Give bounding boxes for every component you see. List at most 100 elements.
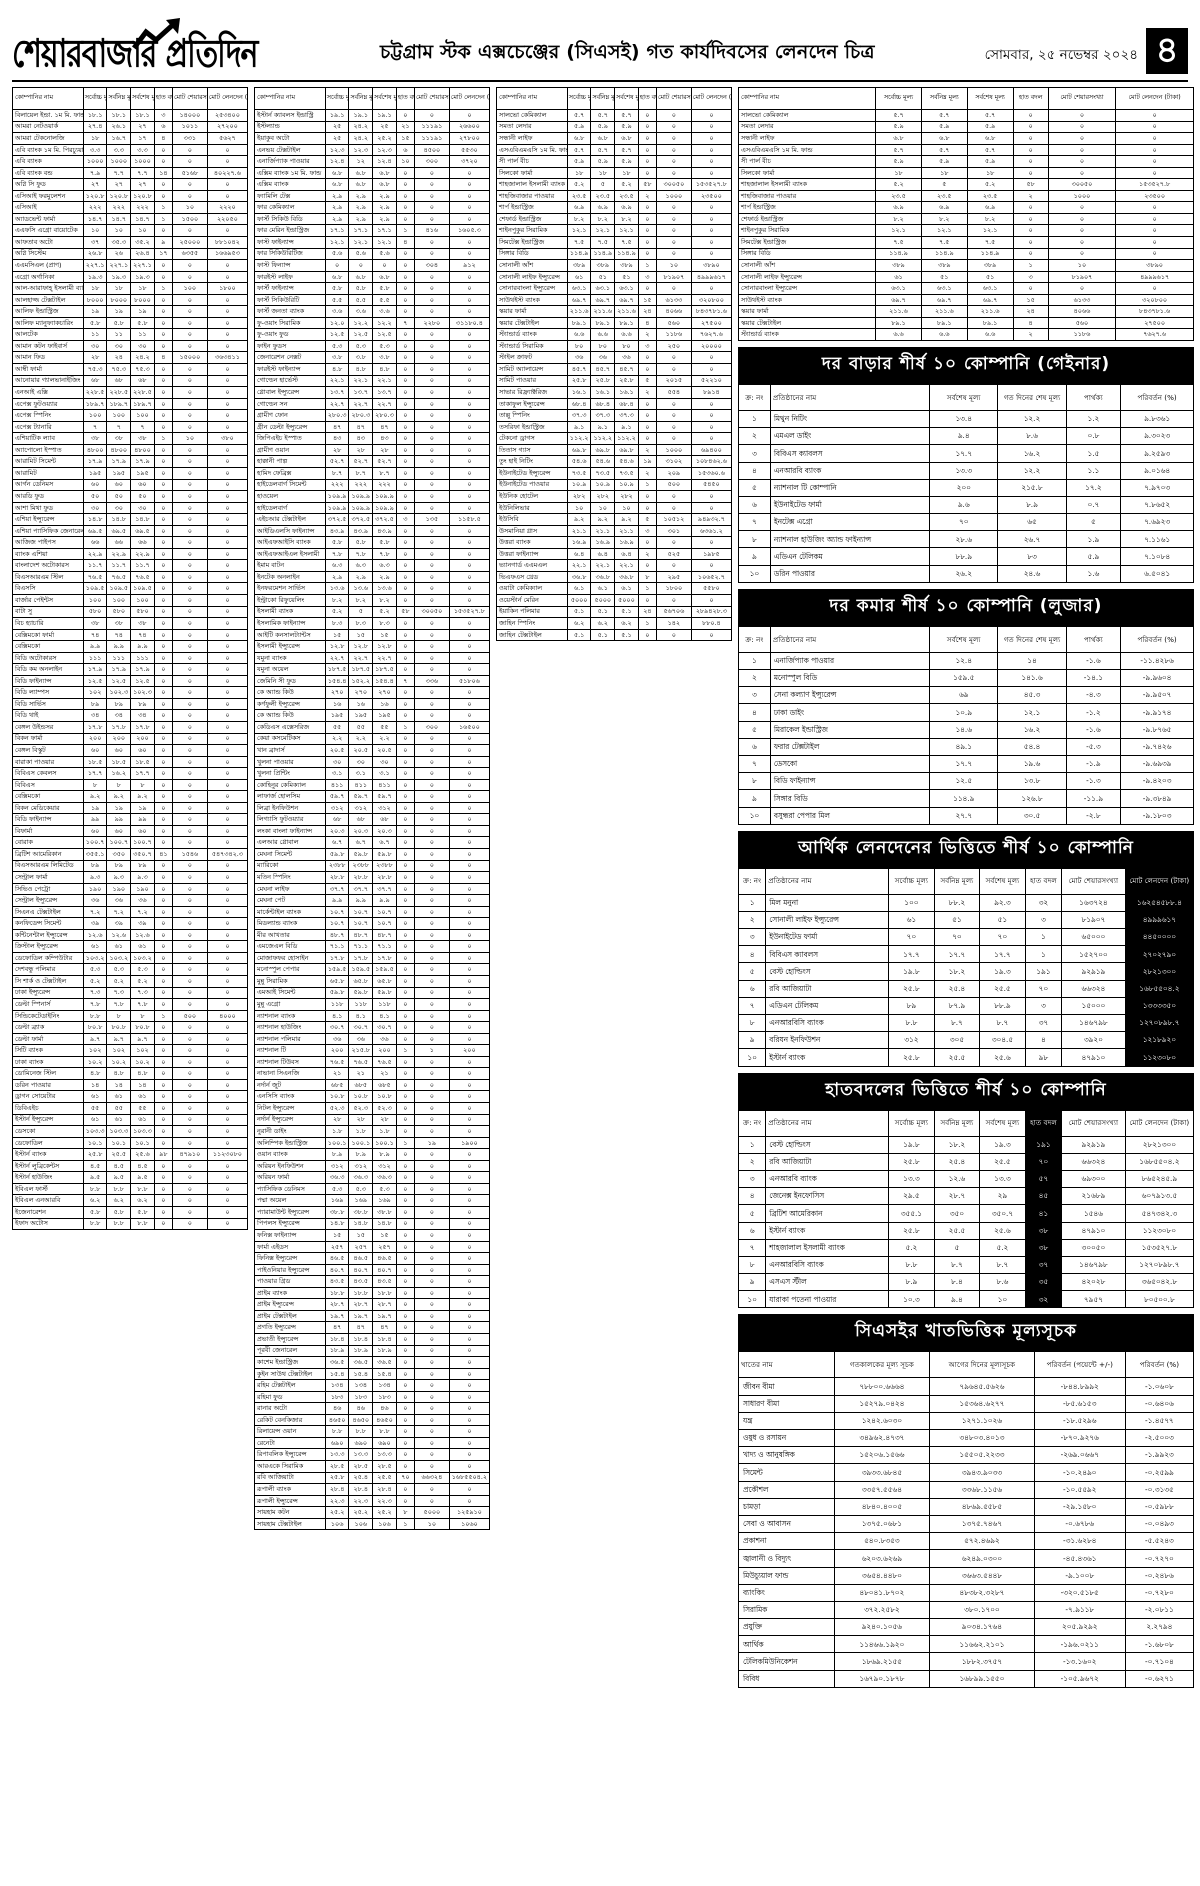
table-cell: ৪.৫ (130, 1159, 155, 1173)
table-cell: ৯.১ (566, 420, 592, 434)
table-cell: ০ (206, 813, 249, 826)
table-cell: ৮০ (590, 339, 616, 353)
table-cell: এএফসি এগ্রো বায়োটেক (12, 224, 84, 237)
table-cell: ৪২০২৮ (1061, 1273, 1126, 1292)
table-cell: ০ (413, 466, 450, 480)
table-row: ইউনাইটেড ইন্স্যুরেন্স ৭৩.৫ ৭৩.৫ ৭৩.৫ ২ ২০৯ ১৫৩… (496, 466, 733, 480)
table-row: ডেল্টা স্পিনার্স ৭.৮ ৭.৮ ৭.৮ ০ ০ ০ (12, 998, 249, 1011)
table-row: সায়হাম টেক্সটাইল ১০৬ ১০৬ ১০৬ ১ ১০ ১০৬০ (254, 1517, 491, 1531)
table-cell: ০ (448, 1159, 491, 1173)
table-row: ইউনিক হোটেল ২৮২ ২৮২ ২৮২ ০ ০ ০ (496, 490, 733, 503)
table-cell: ০ (153, 536, 173, 549)
table-cell: ৬.৮ (348, 178, 374, 191)
table-cell: ৮.৯ (348, 1148, 374, 1161)
table-cell: ০ (395, 478, 415, 492)
table-cell: ৪০৬৬ (1047, 305, 1117, 318)
table-cell: ২২.৭ (324, 651, 350, 665)
table-row: ফাইন ফুডস ৫.৩ ৫.৩ ৫.৩ ০ ০ ০ (254, 339, 491, 353)
table-cell: ৭১.১ (372, 940, 397, 953)
table-cell: ০ (448, 1436, 491, 1450)
table-cell: ০ (171, 686, 208, 699)
table-cell: ৪৩.৯ (372, 524, 397, 538)
table-cell: ১৮ (106, 282, 132, 295)
table-cell: ৩.৮ (348, 351, 374, 365)
table-cell: ৫.১ (566, 628, 592, 642)
table-row: সিভিও পেট্রো ১৯০ ১৯০ ১৯০ ০ ০ ০ (12, 882, 249, 896)
table-cell: ৬ (737, 979, 767, 998)
table-cell: ৯ (153, 236, 173, 249)
table-cell: আলিফ ম্যানুফ্যাকচারিং (12, 316, 84, 330)
table-cell: ৪.৫ (82, 1159, 108, 1173)
table-cell: ৩৪৯৬২.৪৭৩৭ (833, 1428, 931, 1448)
table-cell: ১২.৫ (130, 674, 155, 688)
table-row: উসমানিয়া গ্লাস ২১.১ ২১.১ ২১.১ ৩ ৩০১ ৬৩৬১.২ (496, 524, 733, 538)
table-cell: ৩.৩ (130, 143, 155, 157)
table-cell: ৭৪ (130, 628, 155, 642)
column-c: কোম্পানির নামসর্বোচ্চ মূল্যসর্বনিম্ন মূল… (496, 87, 733, 642)
table-cell: ০ (637, 351, 657, 365)
table-cell: ৫৯.৮ (324, 848, 350, 861)
table-cell: মোজাফফর হোসাইন (254, 951, 326, 965)
table-row: শার্প ইন্ডাস্ট্রিজ ৬.৯ ৬.৯ ৬.৯ ০ ০ ০ (496, 201, 733, 214)
table-cell: ০ (413, 1217, 450, 1231)
table-cell: এনআই এক্সি (12, 386, 84, 399)
table-cell: ১৫২৭৯.০৪২৪ (833, 1394, 931, 1413)
table-cell: ৫.৭ (566, 109, 592, 122)
table-cell: ৬৯৩০০ (1061, 1169, 1126, 1189)
table-cell: উসমানিয়া গ্লাস (496, 524, 568, 538)
table-cell: ০ (171, 270, 208, 284)
table-cell: ৪৯.১ (929, 737, 999, 756)
table-cell: ১৪.৮ (82, 513, 108, 526)
table-cell: ২৮২ (566, 490, 592, 503)
table-cell: ০ (413, 836, 450, 849)
table-cell: ৭৪ (82, 628, 108, 642)
table-row: রহিম টেক্সটাইল ১৩৪ ১৩৪ ১৩৪ ০ ০ ০ (254, 1379, 491, 1392)
table-row: ৮ এনআরবিসি ব্যাংক ৮.৮ ৮.৭ ৮.৭ ৩৭ ১৪৬৭৯৮ ১২৭০৮৯৮… (737, 1255, 1195, 1275)
table-cell: ৬০ (130, 824, 155, 838)
table-row: এশিয়া প্যাসিফিক জেনারেল ৬৯.৫ ৬৯.৫ ৬৯.৫ ০ ০ ০ (12, 524, 249, 538)
table-cell: ২৬.৪ (130, 247, 155, 261)
table-cell: ০ (413, 744, 450, 757)
table-cell: ৭৫.৩ (130, 363, 155, 376)
table-cell: ১১.৭ (130, 559, 155, 572)
table-cell: ৩.৩ (82, 143, 108, 157)
column-header: মোট লেনদেন (টাকা) (690, 87, 733, 110)
table-cell: ০ (448, 547, 491, 561)
table-cell: ০ (206, 721, 249, 734)
column-header: হাত বদল (637, 87, 657, 110)
table-row: মিউচ্যুয়াল ফান্ড ৩৬৫৪.৪৪৮০ ৩৬৬৩.৫৪৪৮ -৯.১০… (738, 1566, 1195, 1585)
table-cell: ৩০ (130, 339, 155, 353)
table-cell: ৩ (738, 686, 771, 705)
table-cell: ৮০০০ (106, 293, 132, 307)
table-row: এসিআই ফরমুলেশন ১২০.৮ ১২০.৮ ১২০.৮ ০ ০ ০ (12, 189, 249, 203)
table-cell: ১৬২৫৪৫৮৮.৪ (1124, 893, 1195, 912)
table-cell: ২১৫.৮ (348, 1044, 374, 1057)
table-row: রেনেটা ৬৯০ ৬৯০ ৬৯০ ০ ০ ০ (254, 1436, 491, 1450)
table-cell: ০ (448, 1494, 491, 1508)
table-cell: ৮৯ (888, 996, 935, 1016)
column-header: সর্বোচ্চ মূল্য (566, 87, 592, 110)
table-row: মুন্নু এগ্রো ১১৮ ১১৮ ১১৮ ০ ০ ০ (254, 998, 491, 1011)
table-cell: ২৩৫০০ (690, 189, 733, 203)
table-cell: ৯০৩৪.১৭৬৪ (929, 1618, 1035, 1637)
table-cell: ০ (448, 951, 491, 965)
table-cell: ০ (395, 1344, 415, 1358)
table-cell: ০ (1012, 236, 1049, 249)
table-cell: ১৯১ (1024, 1135, 1063, 1154)
table-cell: ৮৯ (106, 859, 132, 873)
table-cell: চামড়া (738, 1497, 835, 1516)
table-cell: ৪৩ (372, 432, 397, 445)
table-cell: ১০০০ (82, 155, 108, 168)
table-cell: এশিয়া ইন্স্যুরেন্স (12, 513, 84, 526)
table-cell: ১৬.২ (106, 767, 132, 780)
table-cell: ০ (690, 397, 733, 411)
table-cell: ০ (448, 201, 491, 214)
table-cell: ০ (153, 801, 173, 815)
table-cell: ০ (395, 524, 415, 538)
table-cell: ৩৬ (106, 894, 132, 907)
column-header: পার্থক্য (1065, 625, 1122, 653)
table-row: এসএবিএমএসি ১ম মি. ফান্ড ৫.৭ ৫.৭ ৫.৭ ০ ০ ০ (737, 143, 1194, 157)
table-cell: উত্তরা ফাইন্যান্স (496, 547, 568, 561)
table-cell: ০ (448, 1460, 491, 1473)
